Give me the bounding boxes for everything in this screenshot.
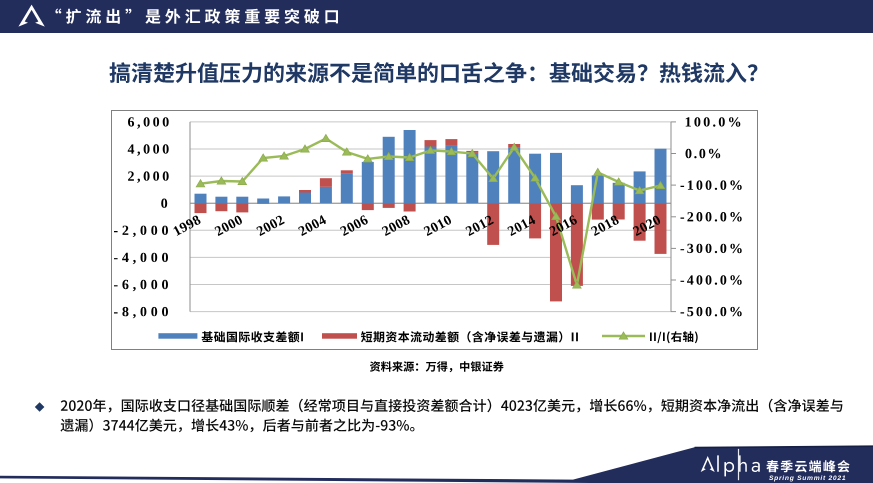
svg-text:Spring Summit 2021: Spring Summit 2021 <box>769 475 846 482</box>
